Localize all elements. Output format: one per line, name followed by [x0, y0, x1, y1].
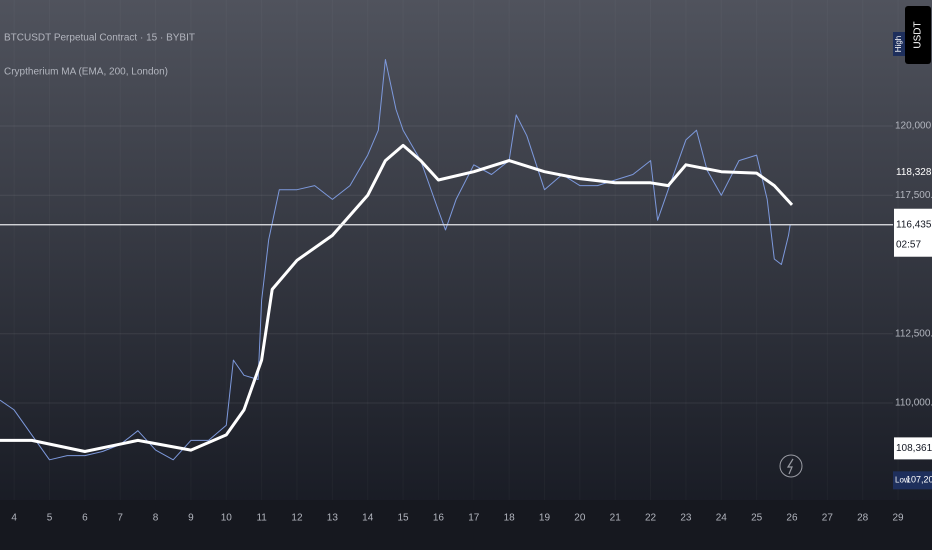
chart-title: BTCUSDT Perpetual Contract · 15 · BYBIT	[4, 33, 195, 44]
x-tick-label: 24	[716, 513, 728, 524]
price-line	[0, 59, 791, 461]
x-tick-label: 10	[221, 513, 233, 524]
currency-button[interactable]	[905, 6, 931, 64]
x-tick-label: 13	[327, 513, 339, 524]
x-tick-label: 29	[892, 513, 904, 524]
level-price-box	[894, 437, 932, 460]
y-tick-label: 120,000.0	[895, 121, 932, 132]
x-tick-label: 23	[680, 513, 692, 524]
x-tick-label: 5	[47, 513, 53, 524]
x-tick-label: 22	[645, 513, 657, 524]
indicator-title: Cryptherium MA (EMA, 200, London)	[4, 67, 168, 78]
x-tick-label: 9	[188, 513, 194, 524]
level-price-label: 108,361.5	[896, 443, 932, 454]
last-price-box	[894, 208, 932, 257]
x-tick-label: 26	[786, 513, 798, 524]
event-icon[interactable]	[779, 454, 803, 478]
x-tick-label: 16	[433, 513, 445, 524]
event-icon-bolt	[786, 458, 794, 475]
x-tick-label: 12	[291, 513, 303, 524]
last-price-label: 116,435.9	[896, 219, 932, 230]
x-tick-label: 7	[117, 513, 123, 524]
low-tag: Low	[895, 475, 910, 484]
x-tick-label: 20	[574, 513, 586, 524]
x-tick-label: 11	[256, 513, 267, 524]
currency-label: USDT	[913, 21, 924, 48]
ma-line	[0, 143, 794, 453]
high-box	[893, 32, 905, 56]
high-tag: High	[894, 36, 903, 52]
x-tick-label: 19	[539, 513, 551, 524]
time-axis	[0, 500, 932, 550]
x-tick-label: 17	[468, 513, 480, 524]
x-tick-label: 21	[610, 513, 622, 524]
low-box	[893, 471, 932, 490]
x-tick-label: 8	[153, 513, 159, 524]
ma-price-label: 118,328.0	[896, 167, 932, 178]
x-tick-label: 28	[857, 513, 869, 524]
y-tick-label: 112,500.0	[895, 328, 932, 339]
y-tick-label: 110,000.0	[895, 398, 932, 409]
x-tick-label: 25	[751, 513, 763, 524]
x-tick-label: 14	[362, 513, 374, 524]
low-label: 107,208.3	[906, 475, 932, 485]
x-tick-label: 6	[82, 513, 88, 524]
x-tick-label: 4	[11, 513, 17, 524]
x-tick-label: 18	[504, 513, 516, 524]
x-tick-label: 27	[822, 513, 834, 524]
x-tick-label: 15	[398, 513, 410, 524]
countdown-label: 02:57	[896, 239, 921, 250]
y-tick-label: 117,500.0	[895, 190, 932, 201]
